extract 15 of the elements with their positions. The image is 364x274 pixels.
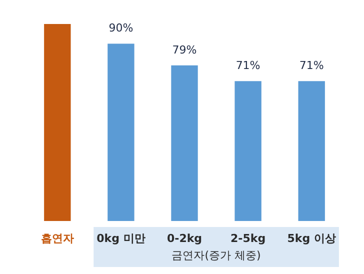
bar: [171, 65, 198, 221]
x-tick-label: 5kg 이상: [287, 232, 336, 245]
x-tick-label: 0-2kg: [166, 232, 202, 245]
data-label: 90%: [108, 22, 134, 35]
data-label: 71%: [299, 59, 324, 72]
x-tick-label: 2-5kg: [230, 232, 266, 245]
bar: [44, 24, 71, 221]
x-tick-label: 0kg 미만: [96, 232, 146, 245]
x-tick-label: 흡연자: [40, 232, 74, 245]
data-label: 71%: [236, 59, 260, 72]
x-axis-title: 금연자(증가 체중): [172, 249, 261, 262]
bar: [298, 81, 325, 221]
bar: [234, 81, 262, 221]
data-label: 79%: [172, 43, 197, 56]
bar: [108, 44, 134, 221]
